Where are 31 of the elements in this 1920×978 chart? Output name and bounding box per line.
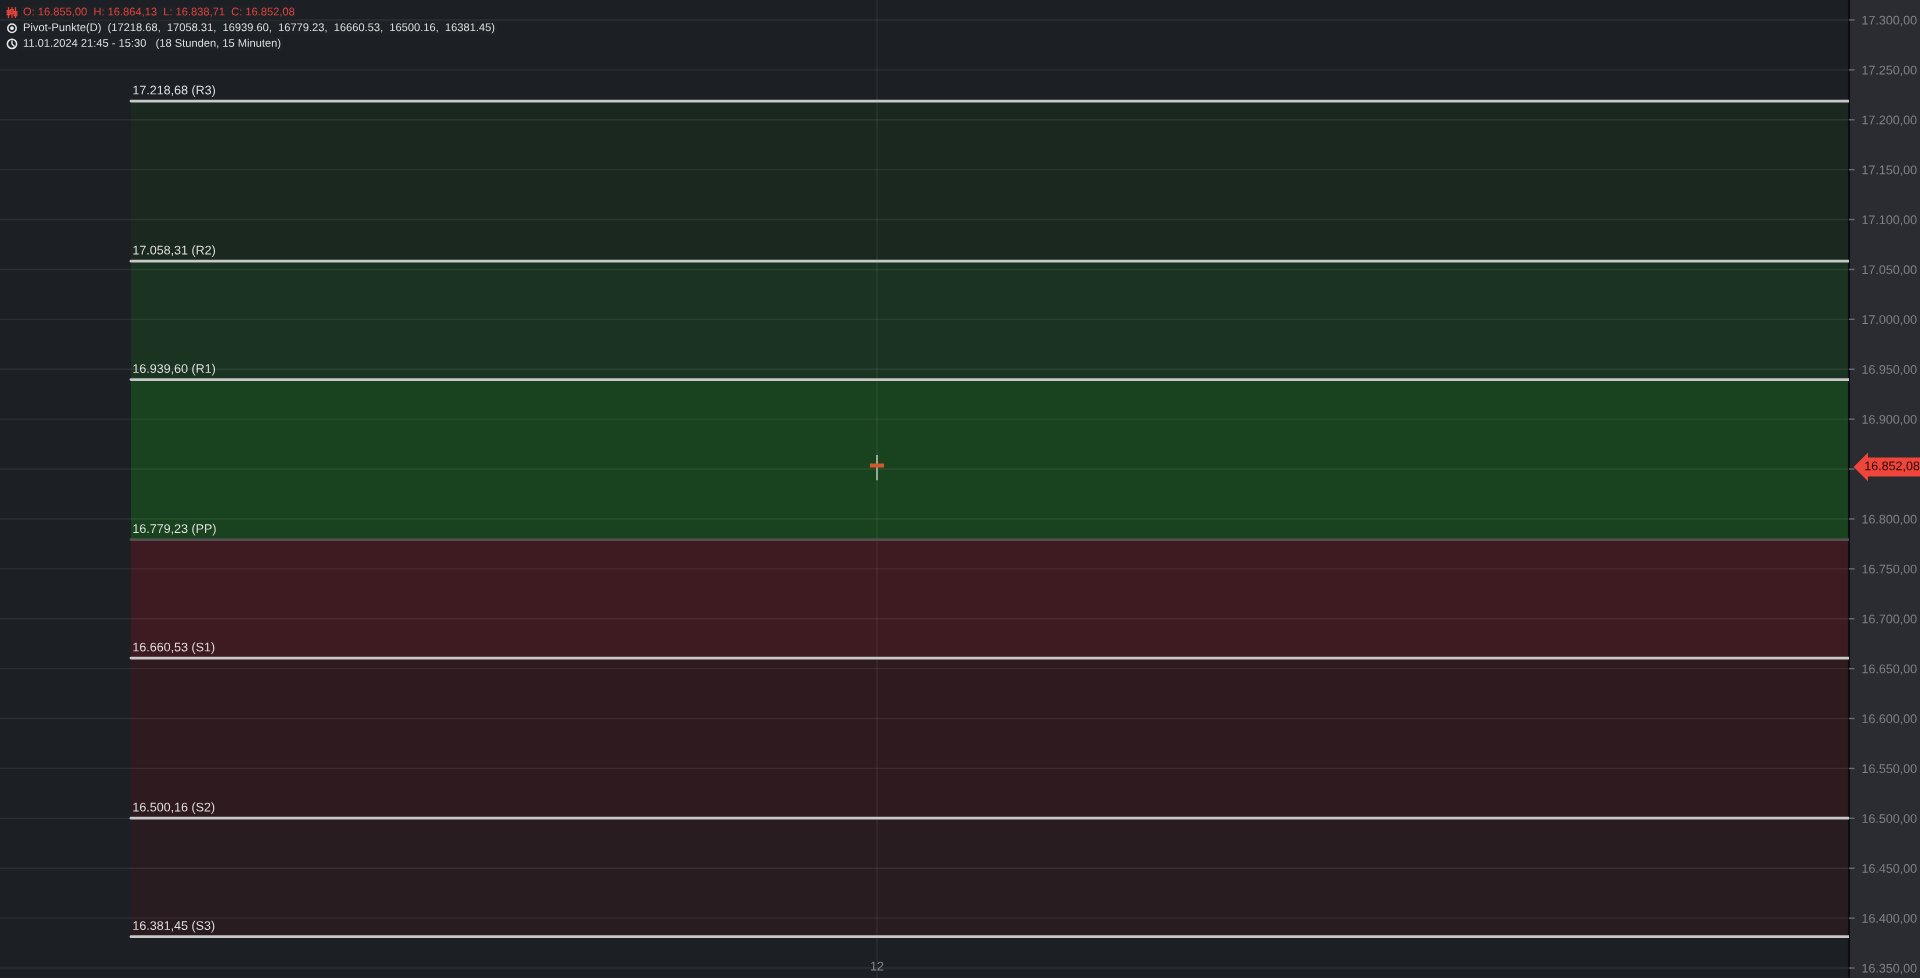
y-tick-label: 16.350,00 (1862, 963, 1917, 975)
annotation: Pivot-Punkte(D) (17218.68, 17058.31, 16939.60, 16779.23, 16660.53, 16500.16, 16381.45) (23, 23, 495, 34)
y-tick-label: 16.600,00 (1862, 714, 1917, 725)
y-tick-label: 17.100,00 (1862, 215, 1917, 226)
y-tick-label: 17.050,00 (1862, 265, 1917, 276)
ref-line-label: 16.939,60 (R1) (133, 363, 215, 376)
x-tick-label: 12 (871, 961, 884, 971)
y-tick-label: 16.900,00 (1862, 414, 1917, 426)
y-tick-label: 17.250,00 (1862, 65, 1917, 76)
y-tick-label: 17.150,00 (1862, 165, 1917, 176)
y-tick-label: 16.400,00 (1862, 913, 1917, 925)
y-tick-label: 16.450,00 (1862, 864, 1917, 875)
y-tick-label: 17.200,00 (1862, 115, 1917, 126)
ref-line-label: 16.500,16 (S2) (133, 802, 215, 814)
y-tick-label: 16.700,00 (1862, 614, 1917, 625)
y-tick-label: 16.550,00 (1862, 764, 1917, 775)
y-tick-label: 16.950,00 (1862, 365, 1917, 376)
y-tick-label: 16.800,00 (1862, 514, 1917, 526)
annotation: 11.01.2024 21:45 - 15:30 (18 Stunden, 15 Minuten) (23, 38, 281, 50)
ref-line-label: 17.218,68 (R3) (133, 85, 215, 97)
annotation: O: 16.855,00 H: 16.864,13 L: 16.838,71 C: 16.852,08 (23, 7, 295, 17)
y-tick-label: 17.000,00 (1862, 315, 1917, 326)
ref-line-label: 16.381,45 (S3) (133, 920, 215, 933)
y-tick-label: 16.750,00 (1862, 564, 1917, 575)
y-tick-label: 16.500,00 (1862, 814, 1917, 825)
text: 16.852,08 (1865, 461, 1920, 472)
y-tick-label: 17.300,00 (1862, 15, 1917, 27)
ref-line-label: 16.660,53 (S1) (133, 642, 215, 654)
ref-line-label: 17.058,31 (R2) (133, 245, 215, 257)
y-tick-label: 16.650,00 (1862, 664, 1917, 675)
ref-line-label: 16.779,23 (PP) (133, 523, 216, 536)
